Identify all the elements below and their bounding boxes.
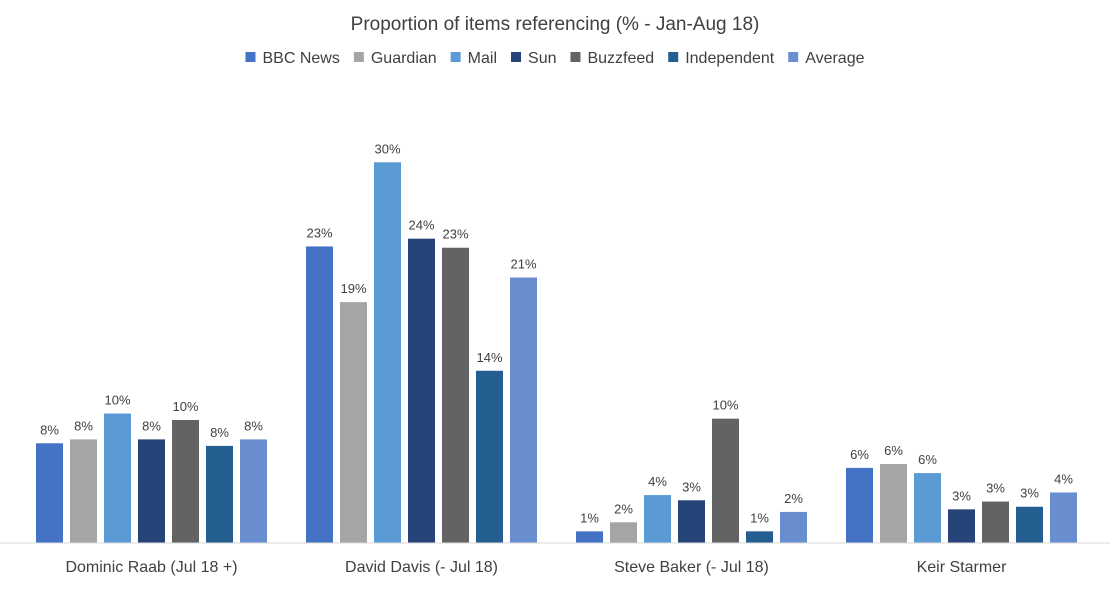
bar-independent-0	[206, 445, 233, 543]
legend-label: Mail	[468, 50, 497, 67]
bar-independent-3	[1016, 506, 1043, 543]
data-label: 10%	[172, 399, 198, 414]
legend-label: Average	[805, 50, 864, 67]
data-label: 1%	[750, 510, 769, 525]
bar-sun-3	[948, 509, 975, 543]
legend-label: Sun	[528, 50, 556, 67]
bar-independent-2	[746, 531, 773, 543]
bar-average-1	[510, 277, 537, 543]
bar-bbc-news-2	[576, 531, 603, 543]
legend-swatch	[245, 52, 256, 62]
data-label: 14%	[476, 350, 502, 365]
data-label: 23%	[442, 227, 468, 242]
bar-buzzfeed-0	[172, 419, 199, 543]
bar-mail-2	[644, 495, 671, 543]
data-label: 1%	[580, 510, 599, 525]
bar-buzzfeed-3	[982, 501, 1009, 543]
data-label: 6%	[850, 447, 869, 462]
chart-title: Proportion of items referencing (% - Jan…	[351, 14, 760, 35]
data-label: 3%	[952, 488, 971, 503]
legend-label: BBC News	[262, 50, 339, 67]
value-labels-group: 8% 23% 1% 6% 8% 19% 2% 6% 10% 30% 4% 6% 8% 24% 3% 3% 10%…	[40, 141, 1073, 525]
bar-sun-1	[408, 238, 435, 544]
data-label: 8%	[210, 425, 229, 440]
data-label: 10%	[712, 398, 738, 413]
bar-guardian-3	[880, 464, 907, 543]
data-label: 3%	[682, 479, 701, 494]
data-label: 3%	[986, 481, 1005, 496]
data-label: 6%	[884, 443, 903, 458]
legend-label: Buzzfeed	[587, 50, 654, 67]
data-label: 23%	[306, 225, 332, 240]
legend-swatch	[353, 52, 364, 62]
legend-swatch	[450, 52, 461, 62]
data-label: 21%	[510, 257, 536, 272]
bar-bbc-news-1	[306, 246, 333, 543]
category-label: Dominic Raab (Jul 18 +)	[65, 559, 237, 576]
bar-mail-0	[104, 413, 131, 543]
legend-label: Independent	[685, 50, 775, 67]
data-label: 19%	[340, 281, 366, 296]
bar-average-2	[780, 511, 807, 543]
legend-item-average: Average	[788, 50, 865, 67]
legend-label: Guardian	[371, 50, 437, 67]
legend-item-sun: Sun	[511, 50, 556, 67]
category-label: Keir Starmer	[917, 559, 1007, 576]
bar-buzzfeed-2	[712, 418, 739, 543]
bar-mail-1	[374, 162, 401, 543]
legend-item-independent: Independent	[668, 50, 775, 67]
legend-item-mail: Mail	[450, 50, 497, 67]
data-label: 30%	[374, 141, 400, 156]
bar-sun-2	[678, 500, 705, 543]
bar-independent-1	[476, 370, 503, 543]
data-label: 24%	[408, 218, 434, 233]
data-label: 8%	[40, 422, 59, 437]
bar-mail-3	[914, 473, 941, 543]
bar-guardian-2	[610, 522, 637, 543]
legend-item-bbc-news: BBC News	[245, 50, 340, 67]
legend-item-guardian: Guardian	[353, 50, 437, 67]
bar-average-3	[1050, 492, 1077, 543]
legend-swatch	[788, 52, 799, 62]
data-label: 4%	[1054, 471, 1073, 486]
legend-swatch	[570, 52, 581, 62]
bar-guardian-1	[340, 302, 367, 543]
bar-bbc-news-3	[846, 467, 873, 543]
data-label: 8%	[244, 418, 263, 433]
legend: BBC News Guardian Mail Sun Buzzfeed Independe…	[245, 50, 865, 67]
data-label: 8%	[74, 418, 93, 433]
data-label: 4%	[648, 474, 667, 489]
category-label: David Davis (- Jul 18)	[345, 559, 498, 576]
bar-bbc-news-0	[36, 443, 63, 543]
data-label: 2%	[784, 491, 803, 506]
data-label: 6%	[918, 452, 937, 467]
bars-group	[36, 162, 1077, 544]
bar-buzzfeed-1	[442, 247, 469, 544]
data-label: 8%	[142, 418, 161, 433]
data-label: 2%	[614, 501, 633, 516]
bar-average-0	[240, 439, 267, 543]
legend-swatch	[511, 52, 522, 62]
bar-sun-0	[138, 439, 165, 543]
bar-guardian-0	[70, 439, 97, 543]
category-labels-group: Dominic Raab (Jul 18 +) David Davis (- Ju…	[65, 559, 1007, 576]
category-label: Steve Baker (- Jul 18)	[614, 559, 769, 576]
data-label: 3%	[1020, 486, 1039, 501]
legend-swatch	[668, 52, 679, 62]
data-label: 10%	[104, 393, 130, 408]
legend-item-buzzfeed: Buzzfeed	[570, 50, 654, 67]
